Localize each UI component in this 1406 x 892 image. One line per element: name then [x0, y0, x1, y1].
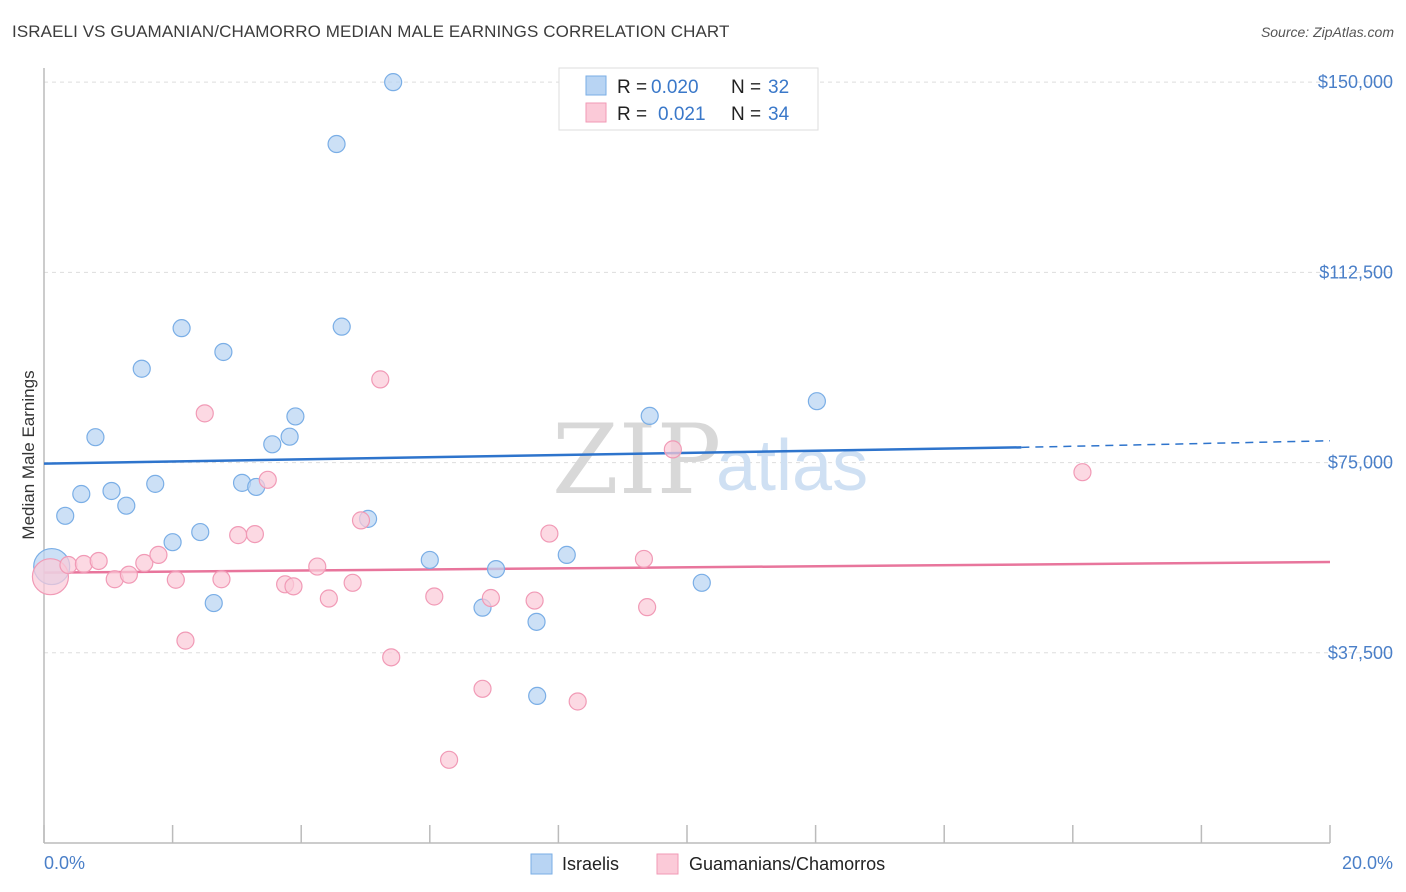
watermark-atlas: atlas: [716, 426, 868, 506]
source-credit: Source: ZipAtlas.com: [1260, 24, 1394, 40]
israelis-point-15: [263, 435, 282, 454]
y-tick-label-2: $112,500: [1319, 262, 1393, 282]
legend-label-guamanians: Guamanians/Chamorros: [689, 854, 885, 874]
axes: [43, 68, 1331, 844]
guamanians-point-17: [308, 557, 327, 576]
guamanians-point-23: [425, 587, 444, 606]
legend-n-value-israelis: 32: [768, 77, 789, 98]
israelis-point-22: [420, 550, 439, 570]
israelis-point-4: [102, 481, 121, 501]
israelis-point-8: [163, 533, 182, 552]
guamanians-point-32: [663, 440, 682, 459]
guamanians-trend-line: [43, 560, 1331, 574]
guamanians-point-30: [634, 549, 654, 569]
guamanians-point-10: [195, 404, 214, 423]
series-legend: Israelis Guamanians/Chamorros: [530, 853, 885, 875]
watermark-zip: ZIP: [552, 404, 721, 516]
israelis-point-3: [86, 428, 105, 447]
guamanians-point-1: [59, 555, 78, 575]
guamanians-point-31: [638, 598, 657, 617]
y-tick-label-1: $75,000: [1328, 453, 1393, 473]
guamanians-point-9: [176, 631, 195, 650]
israelis-point-10: [191, 522, 210, 542]
legend-r-value-israelis: 0.020: [651, 77, 699, 98]
israelis-point-2: [72, 484, 91, 504]
legend-swatch-guamanians-bottom: [656, 853, 679, 875]
guamanians-point-18: [319, 589, 338, 608]
israelis-point-6: [132, 359, 151, 378]
israelis-point-11: [204, 593, 223, 613]
guamanians-point-29: [568, 692, 587, 711]
legend-r-label-guamanians: R =: [617, 104, 647, 125]
guamanians-point-25: [473, 679, 492, 698]
israelis-point-26: [528, 686, 547, 706]
x-tick-labels: 0.0% 20.0%: [44, 853, 1393, 873]
x-tick-label-end: 20.0%: [1342, 853, 1393, 873]
y-tick-label-0: $37,500: [1328, 643, 1393, 663]
israelis-point-5: [117, 496, 136, 515]
israelis-point-25: [527, 612, 546, 631]
guamanians-point-11: [212, 570, 231, 589]
stats-legend: R = 0.020 N = 32 R = 0.021 N = 34: [558, 67, 819, 131]
legend-swatch-israelis-bottom: [530, 853, 553, 875]
guamanians-point-6: [135, 553, 154, 573]
watermark: ZIP atlas: [552, 404, 868, 516]
legend-r-label-israelis: R =: [617, 77, 647, 98]
israelis-point-29: [640, 406, 659, 426]
trend-lines: [43, 440, 1331, 574]
israelis-point-7: [146, 474, 165, 493]
guamanians-point-8: [166, 570, 185, 589]
guamanians-point-19: [343, 573, 362, 592]
legend-r-value-guamanians: 0.021: [658, 104, 706, 125]
guamanians-point-2: [74, 554, 93, 574]
guamanians-point-3: [89, 551, 108, 571]
guamanians-point-12: [229, 526, 248, 545]
legend-n-label-israelis: N =: [731, 77, 761, 98]
guamanians-point-0: [31, 558, 70, 596]
israelis-trend-line: [43, 446, 1022, 465]
israelis-trend-extension: [1021, 440, 1331, 449]
legend-swatch-guamanians: [585, 102, 607, 123]
guamanians-point-24: [439, 750, 459, 769]
guamanians-point-14: [258, 470, 277, 489]
guamanians-point-27: [525, 591, 544, 610]
israelis-point-31: [807, 392, 826, 411]
guamanians-point-33: [1073, 463, 1092, 482]
grid-lines: [44, 81, 1392, 654]
x-tick-label-start: 0.0%: [44, 853, 85, 873]
israelis-point-19: [332, 317, 351, 336]
israelis-point-12: [214, 342, 233, 362]
legend-n-value-guamanians: 34: [768, 104, 790, 125]
guamanians-point-13: [245, 524, 265, 544]
legend-swatch-israelis: [585, 75, 607, 96]
y-tick-label-3: $150,000: [1318, 72, 1393, 92]
israelis-point-24: [486, 559, 506, 579]
guamanians-point-20: [351, 511, 371, 530]
israelis-point-30: [692, 573, 711, 592]
legend-label-israelis: Israelis: [562, 854, 619, 874]
israelis-point-18: [327, 134, 346, 154]
y-tick-labels: $37,500 $75,000 $112,500 $150,000: [1318, 72, 1393, 663]
guamanians-point-21: [371, 370, 390, 389]
israelis-point-17: [286, 407, 305, 426]
legend-n-label-guamanians: N =: [731, 104, 761, 125]
israelis-point-1: [56, 506, 75, 525]
y-axis-label: Median Male Earnings: [19, 370, 38, 539]
guamanians-point-22: [382, 648, 401, 667]
guamanians-point-26: [481, 588, 500, 608]
israelis-point-9: [172, 319, 191, 338]
israelis-point-21: [384, 73, 403, 92]
guamanians-point-16: [284, 577, 303, 596]
chart-title: ISRAELI VS GUAMANIAN/CHAMORRO MEDIAN MAL…: [12, 22, 730, 41]
guamanians-point-7: [149, 545, 168, 564]
guamanians-point-5: [119, 565, 138, 584]
guamanians-point-28: [540, 524, 559, 543]
data-points: [31, 73, 1092, 769]
israelis-point-27: [557, 545, 576, 564]
israelis-point-16: [280, 427, 299, 446]
